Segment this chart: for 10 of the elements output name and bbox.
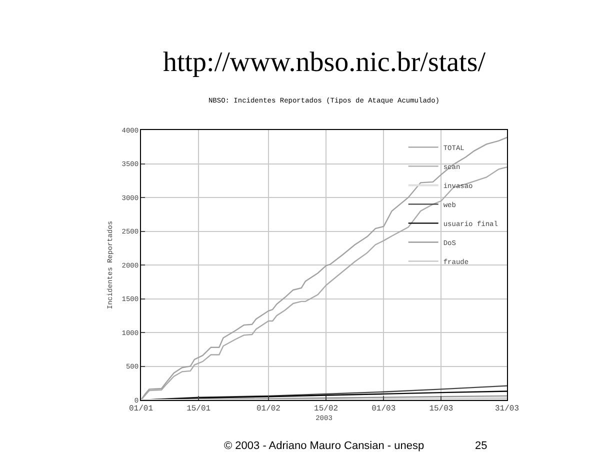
text: http://www.nbso.nic.br/stats/ [163,47,486,78]
x-tick-label: 15/01 [186,404,211,414]
text: © 2003 - Adriano Mauro Cansian - unesp [224,440,424,452]
x-tick-label: 01/01 [128,404,154,414]
x-tick-label: 01/03 [372,404,396,414]
x-tick-label: 15/02 [314,404,338,414]
x-tick-label: 01/02 [256,404,281,414]
text: 25 [475,440,488,452]
x-tick-label: 15/03 [429,404,454,414]
x-tick-label: 31/03 [494,404,520,414]
